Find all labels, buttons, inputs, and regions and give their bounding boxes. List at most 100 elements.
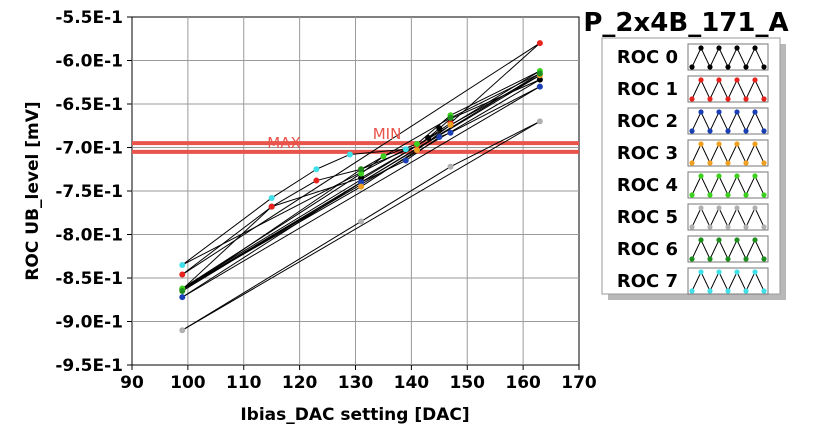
series-line-segment xyxy=(450,73,541,119)
legend-swatch-marker xyxy=(761,128,767,134)
series-line-segment xyxy=(450,70,541,116)
legend-swatch-marker xyxy=(716,141,722,147)
legend-label: ROC 0 xyxy=(617,47,678,68)
legend-swatch-marker xyxy=(734,77,740,83)
series-line-segment xyxy=(360,160,407,183)
legend-swatch-marker xyxy=(743,160,749,166)
x-tick-label: 120 xyxy=(282,373,318,393)
series-points xyxy=(179,40,543,334)
series-line-segment xyxy=(182,181,362,298)
y-tick-label: -7.0E-1 xyxy=(55,139,123,159)
series-line-segment xyxy=(360,149,418,188)
legend-swatch-marker xyxy=(725,256,731,262)
legend-item-roc-0: ROC 0 xyxy=(617,43,769,71)
plot-area: MAX MIN 90 100 110 120 130 140 150 160 170 -5.5E-… xyxy=(55,8,597,393)
legend-swatch-marker xyxy=(689,160,695,166)
y-axis-ticks: -5.5E-1 -6.0E-1 -6.5E-1 -7.0E-1 -7.5E-1 -8.0E… xyxy=(55,8,132,376)
legend-swatch-marker xyxy=(716,205,722,211)
legend-swatch-marker xyxy=(689,192,695,198)
legend-label: ROC 7 xyxy=(617,271,678,292)
series-line-segment xyxy=(182,173,362,289)
series-line-segment xyxy=(181,206,273,290)
series-line-segment xyxy=(450,42,541,124)
data-point-roc-7 xyxy=(179,261,186,268)
chart-title: P_2x4B_171_A xyxy=(583,8,788,38)
reference-labels: MAX MIN xyxy=(267,125,401,152)
legend-swatch-marker xyxy=(743,96,749,102)
y-tick-label: -9.5E-1 xyxy=(55,356,123,376)
data-point-roc-2 xyxy=(436,134,443,141)
legend-item-roc-2: ROC 2 xyxy=(617,107,769,135)
legend-swatch-marker xyxy=(689,288,695,294)
legend-label: ROC 6 xyxy=(617,239,678,260)
legend-swatch-marker xyxy=(743,256,749,262)
legend-swatch-marker xyxy=(752,173,758,179)
data-point-roc-4 xyxy=(413,141,420,148)
data-point-roc-6 xyxy=(358,166,365,173)
series-line-segment xyxy=(405,136,440,161)
legend-swatch-marker xyxy=(752,205,758,211)
legend-swatch-marker xyxy=(761,64,767,70)
legend-swatch-marker xyxy=(725,96,731,102)
y-tick-label: -7.5E-1 xyxy=(55,182,123,202)
data-point-roc-5 xyxy=(358,218,365,225)
legend-swatch-marker xyxy=(698,77,704,83)
legend-swatch-marker xyxy=(752,237,758,243)
legend-label: ROC 5 xyxy=(617,207,678,228)
legend-swatch-marker xyxy=(698,205,704,211)
legend-swatch-marker xyxy=(743,128,749,134)
legend-swatch-marker xyxy=(752,141,758,147)
legend-item-roc-7: ROC 7 xyxy=(617,267,769,295)
data-point-roc-3 xyxy=(413,147,420,154)
x-tick-label: 110 xyxy=(226,373,262,393)
grid xyxy=(132,17,579,365)
y-tick-label: -9.0E-1 xyxy=(55,313,123,333)
data-point-roc-1 xyxy=(313,177,320,184)
legend-swatch-marker xyxy=(689,256,695,262)
x-tick-label: 160 xyxy=(505,373,541,393)
legend-swatch-marker xyxy=(698,45,704,51)
series-line-segment xyxy=(450,120,541,168)
legend-swatch-marker xyxy=(716,45,722,51)
data-point-roc-2 xyxy=(447,129,454,136)
legend-swatch-marker xyxy=(707,288,713,294)
series-line-segment xyxy=(316,168,362,182)
data-point-roc-2 xyxy=(358,179,365,186)
legend-swatch-marker xyxy=(707,64,713,70)
legend-item-roc-1: ROC 1 xyxy=(617,75,769,103)
legend-swatch-marker xyxy=(743,224,749,230)
legend-swatch-marker xyxy=(707,96,713,102)
legend-swatch-marker xyxy=(716,77,722,83)
legend-swatch-marker xyxy=(734,141,740,147)
legend-swatch-marker xyxy=(752,269,758,275)
series-line-segment xyxy=(181,197,272,266)
data-point-roc-7 xyxy=(402,146,409,153)
legend-item-roc-6: ROC 6 xyxy=(617,235,769,263)
data-point-roc-0 xyxy=(536,76,543,83)
series-line-segment xyxy=(360,117,451,170)
legend-swatch-marker xyxy=(761,160,767,166)
legend-swatch-marker xyxy=(752,45,758,51)
series-line-segment xyxy=(181,206,272,275)
legend-swatch-marker xyxy=(725,64,731,70)
x-axis-ticks: 90 100 110 120 130 140 150 160 170 xyxy=(120,365,597,393)
data-point-roc-3 xyxy=(447,121,454,128)
data-point-roc-1 xyxy=(268,203,275,210)
legend-swatch-marker xyxy=(698,237,704,243)
legend-swatch-marker xyxy=(743,192,749,198)
data-point-roc-7 xyxy=(346,151,353,158)
legend-swatch-marker xyxy=(689,96,695,102)
series-line-segment xyxy=(349,148,406,155)
legend-swatch-marker xyxy=(743,288,749,294)
x-tick-label: 130 xyxy=(338,373,374,393)
legend-label: ROC 1 xyxy=(617,79,678,100)
series-lines xyxy=(181,42,541,331)
x-tick-label: 100 xyxy=(170,373,206,393)
legend-swatch-marker xyxy=(752,77,758,83)
legend-item-roc-3: ROC 3 xyxy=(617,139,769,167)
series-line-segment xyxy=(182,186,362,290)
legend-swatch-marker xyxy=(761,256,767,262)
data-point-roc-4 xyxy=(380,153,387,160)
series-line-segment xyxy=(450,86,541,134)
